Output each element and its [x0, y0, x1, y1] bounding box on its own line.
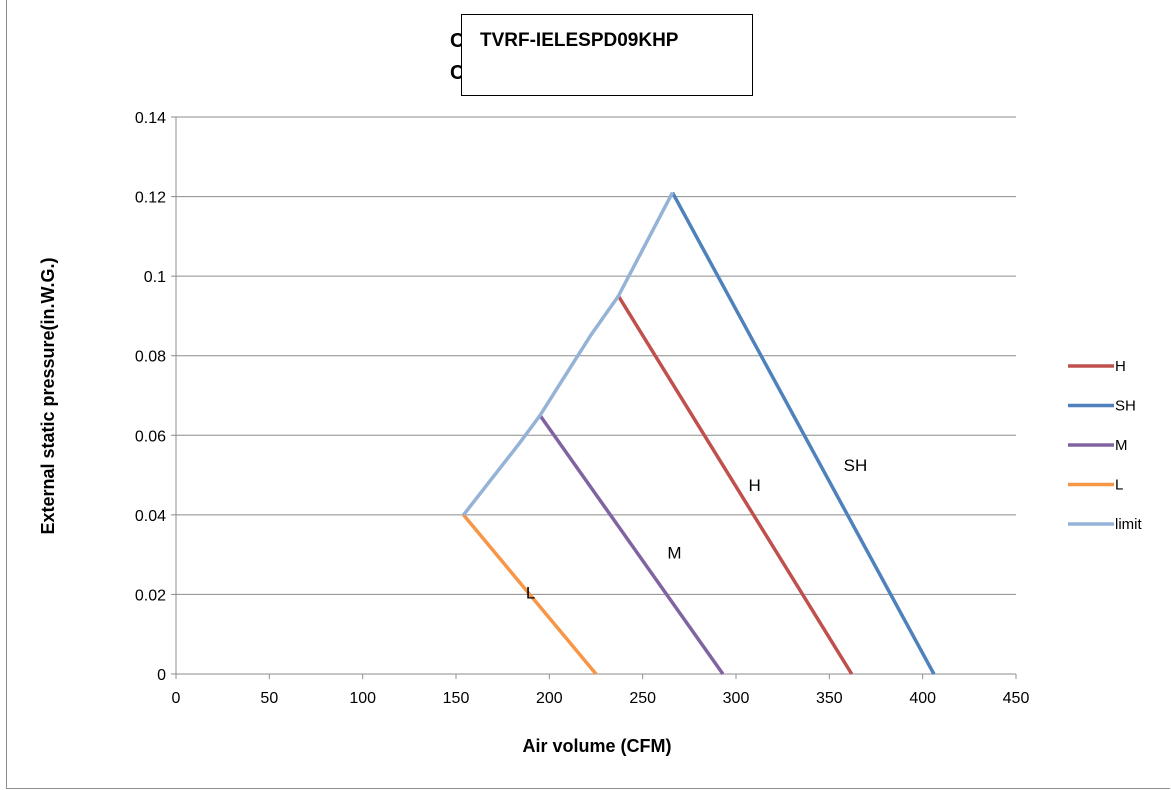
- x-tick-label: 0: [172, 690, 181, 707]
- x-tick-label: 350: [816, 690, 843, 707]
- series-lines: [462, 191, 936, 676]
- series-label-l: L: [526, 583, 535, 602]
- x-tick-label: 400: [909, 690, 936, 707]
- series-line-m: [538, 414, 725, 676]
- series-line-h: [616, 295, 854, 675]
- title-underlay-glyph-2: C: [450, 62, 465, 84]
- legend-label-sh: SH: [1115, 398, 1136, 415]
- x-tick-labels: 0 50 100 150 200 250 300 350 400 450: [172, 690, 1030, 707]
- x-tick-label: 300: [723, 690, 750, 707]
- legend-label-limit: limit: [1115, 516, 1142, 533]
- y-axis-title: External static pressure(in.W.G.): [38, 257, 58, 534]
- x-tick-label: 100: [349, 690, 376, 707]
- y-tick-label: 0: [157, 667, 166, 684]
- gridlines: [176, 116, 1016, 595]
- series-label-m: M: [667, 544, 681, 563]
- y-tick-label: 0.06: [135, 428, 166, 445]
- axes: [171, 116, 1017, 679]
- y-tick-label: 0.04: [135, 508, 166, 525]
- series-labels: H SH M L: [526, 456, 867, 602]
- series-label-h: H: [749, 476, 761, 495]
- title-underlay-glyph-1: C: [450, 30, 465, 52]
- x-tick-label: 150: [443, 690, 470, 707]
- x-tick-label: 250: [629, 690, 656, 707]
- y-tick-label: 0.02: [135, 587, 166, 604]
- y-tick-label: 0.12: [135, 190, 166, 207]
- y-tick-label: 0.14: [135, 110, 166, 127]
- y-tick-label: 0.1: [144, 269, 166, 286]
- x-tick-label: 50: [260, 690, 278, 707]
- chart-title-underlay: C C: [450, 25, 464, 89]
- y-tick-labels: 0 0.02 0.04 0.06 0.08 0.1 0.12 0.14: [135, 110, 166, 684]
- x-tick-label: 200: [536, 690, 563, 707]
- legend-label-m: M: [1115, 437, 1128, 454]
- x-axis-title: Air volume (CFM): [522, 736, 671, 756]
- legend-label-l: L: [1115, 477, 1123, 494]
- x-tick-label: 450: [1003, 690, 1030, 707]
- series-line-l: [462, 513, 598, 676]
- legend-label-h: H: [1115, 358, 1126, 375]
- series-line-sh: [670, 191, 936, 675]
- series-line-limit: [462, 191, 675, 516]
- chart-frame: [6, 0, 1170, 789]
- y-tick-label: 0.08: [135, 349, 166, 366]
- chart-title: TVRF-IELESPD09KHP: [480, 30, 679, 51]
- series-label-sh: SH: [844, 456, 868, 475]
- chart-title-box: TVRF-IELESPD09KHP: [461, 14, 753, 96]
